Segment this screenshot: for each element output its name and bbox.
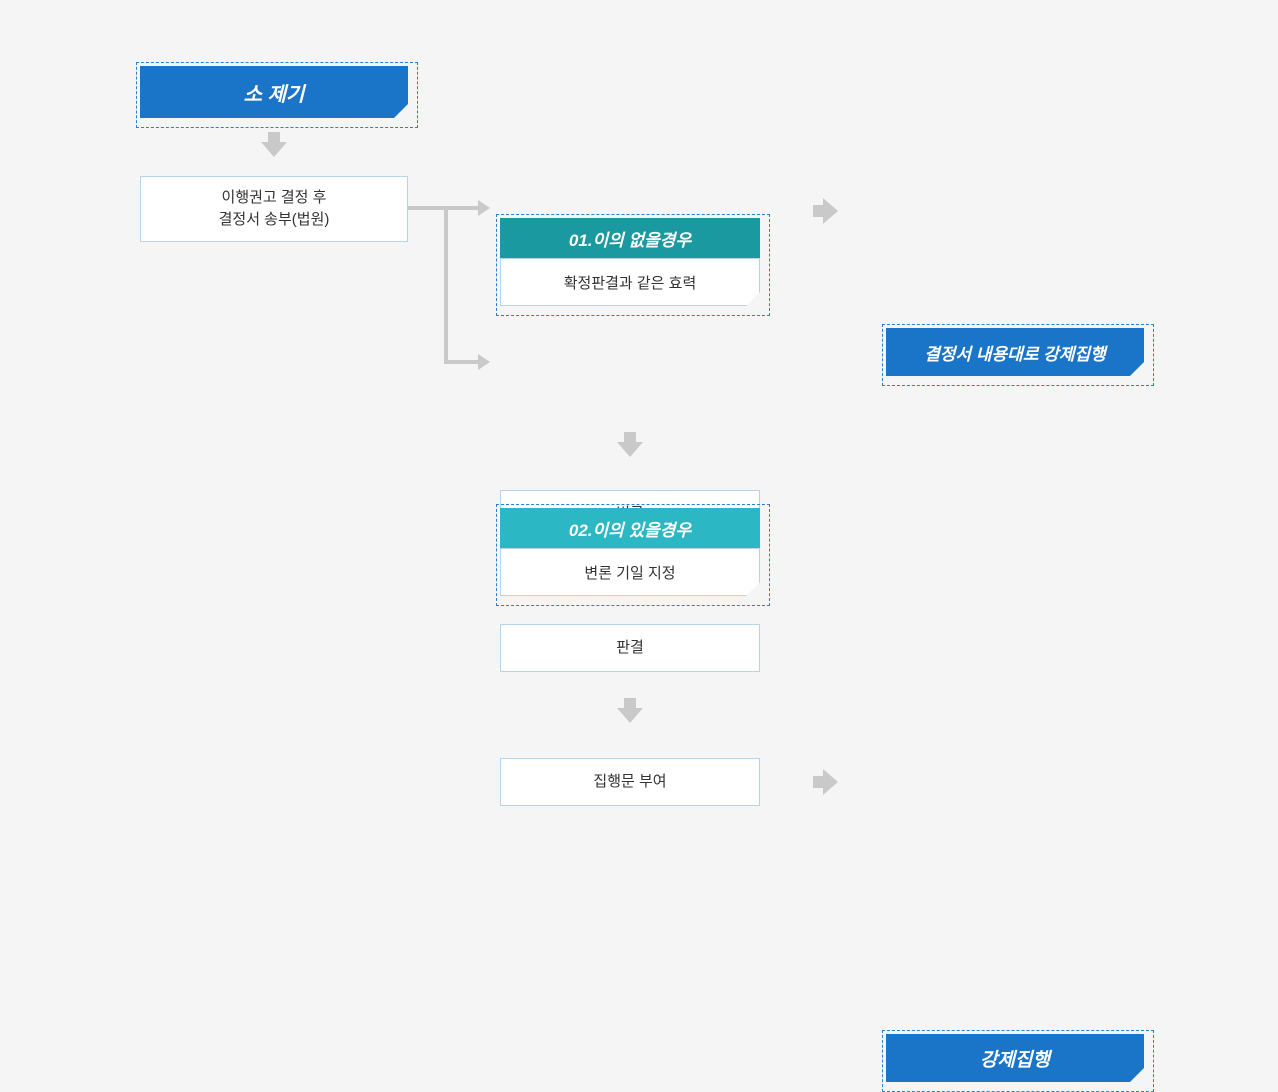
connector-line bbox=[444, 360, 480, 364]
node-label: 강제집행 bbox=[886, 1034, 1144, 1082]
connector-line bbox=[444, 206, 480, 210]
arrowhead-right-icon bbox=[478, 200, 490, 216]
node-label: 판결 bbox=[616, 637, 644, 660]
node-compulsory-execution: 강제집행 bbox=[886, 1034, 1144, 1082]
arrow-right-icon bbox=[813, 769, 841, 795]
card-body: 변론 기일 지정 bbox=[500, 548, 760, 596]
node-label: 소 제기 bbox=[140, 66, 408, 118]
connector-line bbox=[408, 206, 448, 210]
connector-line bbox=[444, 206, 448, 364]
node-no-objection: 01.이의 없을경우 확정판결과 같은 효력 bbox=[500, 218, 760, 306]
node-judgment: 판결 bbox=[500, 624, 760, 672]
corner-cut bbox=[746, 582, 760, 596]
corner-cut bbox=[1130, 1068, 1144, 1082]
card-header: 01.이의 없을경우 bbox=[500, 218, 760, 258]
node-label: 결정서 내용대로 강제집행 bbox=[886, 328, 1144, 376]
arrow-down-icon bbox=[617, 698, 643, 726]
node-execution-grant: 집행문 부여 bbox=[500, 758, 760, 806]
corner-cut bbox=[1130, 362, 1144, 376]
card-header: 02.이의 있을경우 bbox=[500, 508, 760, 548]
arrow-down-icon bbox=[261, 132, 287, 160]
arrow-down-icon bbox=[617, 432, 643, 460]
card-body: 확정판결과 같은 효력 bbox=[500, 258, 760, 306]
node-label: 집행문 부여 bbox=[593, 771, 666, 794]
corner-cut bbox=[746, 292, 760, 306]
node-lawsuit-filing: 소 제기 bbox=[140, 66, 408, 118]
arrow-right-icon bbox=[813, 198, 841, 224]
node-enforcement-by-decision: 결정서 내용대로 강제집행 bbox=[886, 328, 1144, 376]
corner-cut bbox=[394, 104, 408, 118]
node-decision-sent: 이행권고 결정 후 결정서 송부(법원) bbox=[140, 176, 408, 242]
node-has-objection: 02.이의 있을경우 변론 기일 지정 bbox=[500, 508, 760, 596]
arrowhead-right-icon bbox=[478, 354, 490, 370]
node-label: 이행권고 결정 후 결정서 송부(법원) bbox=[219, 187, 330, 232]
